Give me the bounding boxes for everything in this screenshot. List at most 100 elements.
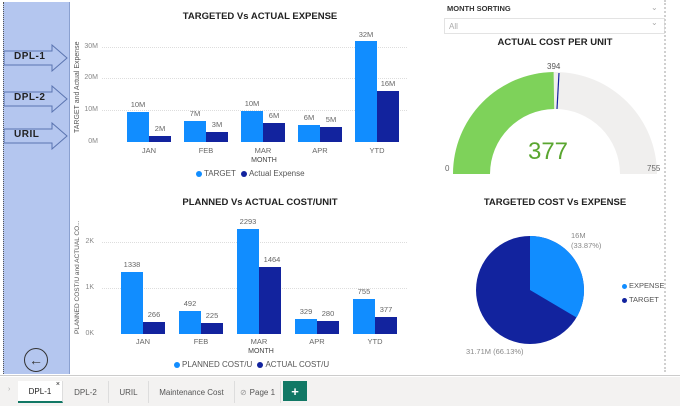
x-tick: APR [312,146,328,155]
pie-expense-value: 16M [571,231,586,240]
gauge-max: 755 [647,164,661,173]
tab-dpl1[interactable]: DPL-1 × [18,381,63,403]
data-label: 6M [303,113,315,122]
legend-dot [196,170,202,177]
bar-planned-feb[interactable] [179,311,201,334]
chart2-xlabel: MONTH [248,348,274,355]
tab-label: Maintenance Cost [159,387,224,397]
bar-actual-ytd[interactable] [375,317,397,334]
data-label: 1464 [263,255,281,264]
bar-actual-feb[interactable] [201,323,223,334]
data-label: 32M [358,30,374,39]
chart2-tick: 0K [85,330,94,337]
tab-label: DPL-2 [74,387,97,397]
chart1-legend: TARGET Actual Expense [196,169,305,178]
month-sorting-label: MONTH SORTING [447,4,511,13]
legend-label: Actual Expense [248,169,305,178]
chart1-xlabel: MONTH [251,157,277,164]
nav-button-dpl1[interactable]: DPL-1 [4,44,70,72]
bar-actual-jan[interactable] [149,136,171,142]
gauge-chart[interactable] [440,70,670,180]
dropdown-value: All [449,22,458,31]
x-tick: JAN [141,146,157,155]
data-label: 492 [183,299,197,308]
bar-actual-feb[interactable] [206,132,228,142]
month-sorting-dropdown[interactable]: All [444,18,665,34]
data-label: 755 [357,287,371,296]
tab-maintenance-cost[interactable]: Maintenance Cost [149,381,235,403]
report-canvas: DPL-1 DPL-2 URIL ← TARGETED Vs ACTUAL EX… [0,0,680,376]
back-arrow-icon[interactable]: ← [24,348,48,372]
bar-actual-apr[interactable] [320,127,342,142]
nav-button-label: DPL-2 [14,92,46,103]
nav-sidebar: DPL-1 DPL-2 URIL ← [3,2,70,374]
pie-chart[interactable] [475,235,585,345]
bar-target-ytd[interactable] [355,41,377,142]
data-label: 10M [130,100,146,109]
pie-legend-target: TARGET [622,295,659,304]
nav-button-uril[interactable]: URIL [4,122,70,150]
legend-label: TARGET [629,295,659,304]
x-tick: APR [309,337,325,346]
bar-planned-ytd[interactable] [353,299,375,334]
hidden-page-icon: ⊘ [239,387,247,397]
pie-legend-expense: EXPENSE [622,281,664,290]
chart1-tick: 30M [84,43,98,50]
bar-target-jan[interactable] [127,112,149,142]
chart2-title: PLANNED Vs ACTUAL COST/UNIT [182,197,338,208]
scrollbar[interactable] [664,0,666,372]
legend-dot [240,170,247,177]
tab-dpl2[interactable]: DPL-2 [63,381,109,403]
x-tick: MAR [250,337,268,346]
gridline [102,110,407,111]
bar-actual-mar[interactable] [259,267,281,334]
data-label: 6M [268,111,280,120]
legend-label: ACTUAL COST/U [265,360,330,369]
nav-button-label: DPL-1 [14,51,46,62]
bar-target-feb[interactable] [184,121,206,142]
pie-expense-pct: (33.87%) [571,241,602,250]
legend-dot [257,361,264,368]
pie-expense-label: 16M (33.87%) [571,231,601,251]
tab-scroll-left-icon[interactable]: › [8,386,11,393]
data-label: 2293 [239,217,257,226]
chart1-tick: 0M [88,138,98,145]
gridline [102,78,407,79]
legend-dot [622,283,627,289]
chart2-tick: 1K [85,284,94,291]
page-tabs-bar: › DPL-1 × DPL-2 URIL Maintenance Cost ⊘ … [0,377,680,406]
legend-label: PLANNED COST/U [182,360,253,369]
bar-actual-mar[interactable] [263,123,285,142]
bar-actual-jan[interactable] [143,322,165,334]
bar-planned-jan[interactable] [121,272,143,334]
x-tick: FEB [193,337,209,346]
data-label: 329 [299,307,313,316]
bar-actual-apr[interactable] [317,321,339,334]
bar-planned-apr[interactable] [295,319,317,334]
chart1-ylabel: TARGET and Actual Expense [74,41,81,133]
x-tick: JAN [135,337,151,346]
tab-uril[interactable]: URIL [109,381,149,403]
x-tick: MAR [254,146,272,155]
add-page-button[interactable]: + [283,381,307,401]
x-tick: FEB [198,146,214,155]
legend-dot [174,361,180,368]
data-label: 16M [380,79,396,88]
chevron-down-icon[interactable]: ⌄ [651,3,658,12]
bar-actual-ytd[interactable] [377,91,399,142]
tab-label: URIL [119,387,138,397]
x-tick: YTD [367,337,383,346]
bar-planned-mar[interactable] [237,229,259,334]
chevron-down-icon[interactable]: ⌄ [651,18,658,27]
bar-target-mar[interactable] [241,111,263,142]
close-icon[interactable]: × [55,381,60,388]
data-label: 7M [189,109,201,118]
chart1-tick: 10M [84,106,98,113]
chart2-tick: 2K [85,238,94,245]
data-label: 10M [244,99,260,108]
nav-button-dpl2[interactable]: DPL-2 [4,85,70,113]
tab-page1[interactable]: ⊘ Page 1 [235,381,281,403]
bar-target-apr[interactable] [298,125,320,142]
chart1-tick: 20M [84,74,98,81]
legend-label: EXPENSE [629,281,665,290]
